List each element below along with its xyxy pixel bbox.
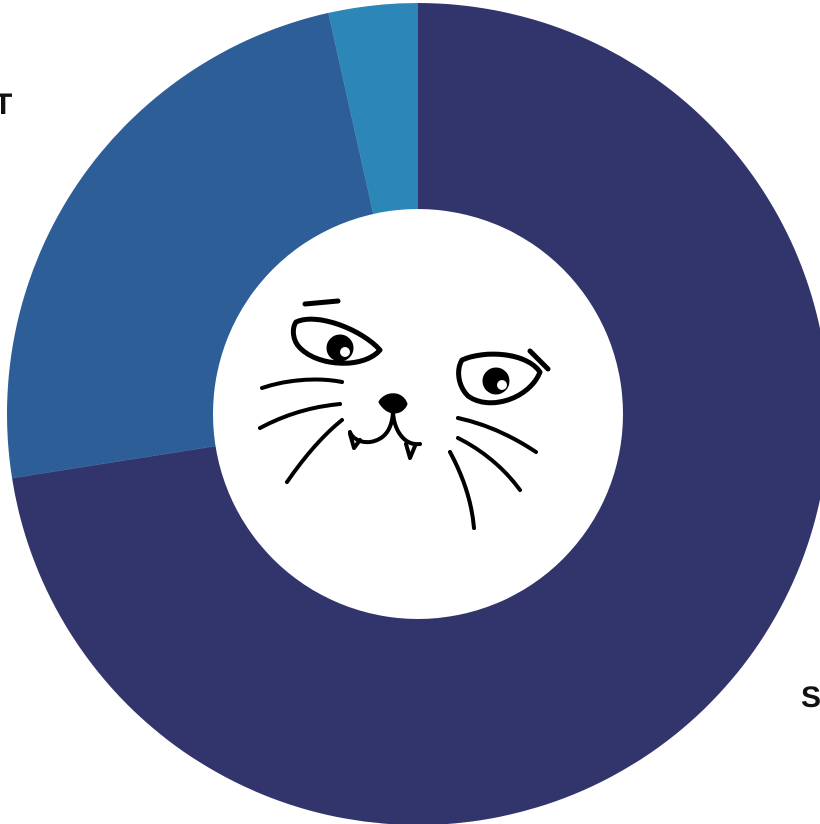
slice-label-left: T — [0, 88, 13, 121]
donut-slice-1 — [12, 3, 820, 824]
cat-face-icon — [258, 298, 551, 530]
slice-label-right: S — [801, 681, 820, 714]
donut-hole — [213, 209, 623, 619]
